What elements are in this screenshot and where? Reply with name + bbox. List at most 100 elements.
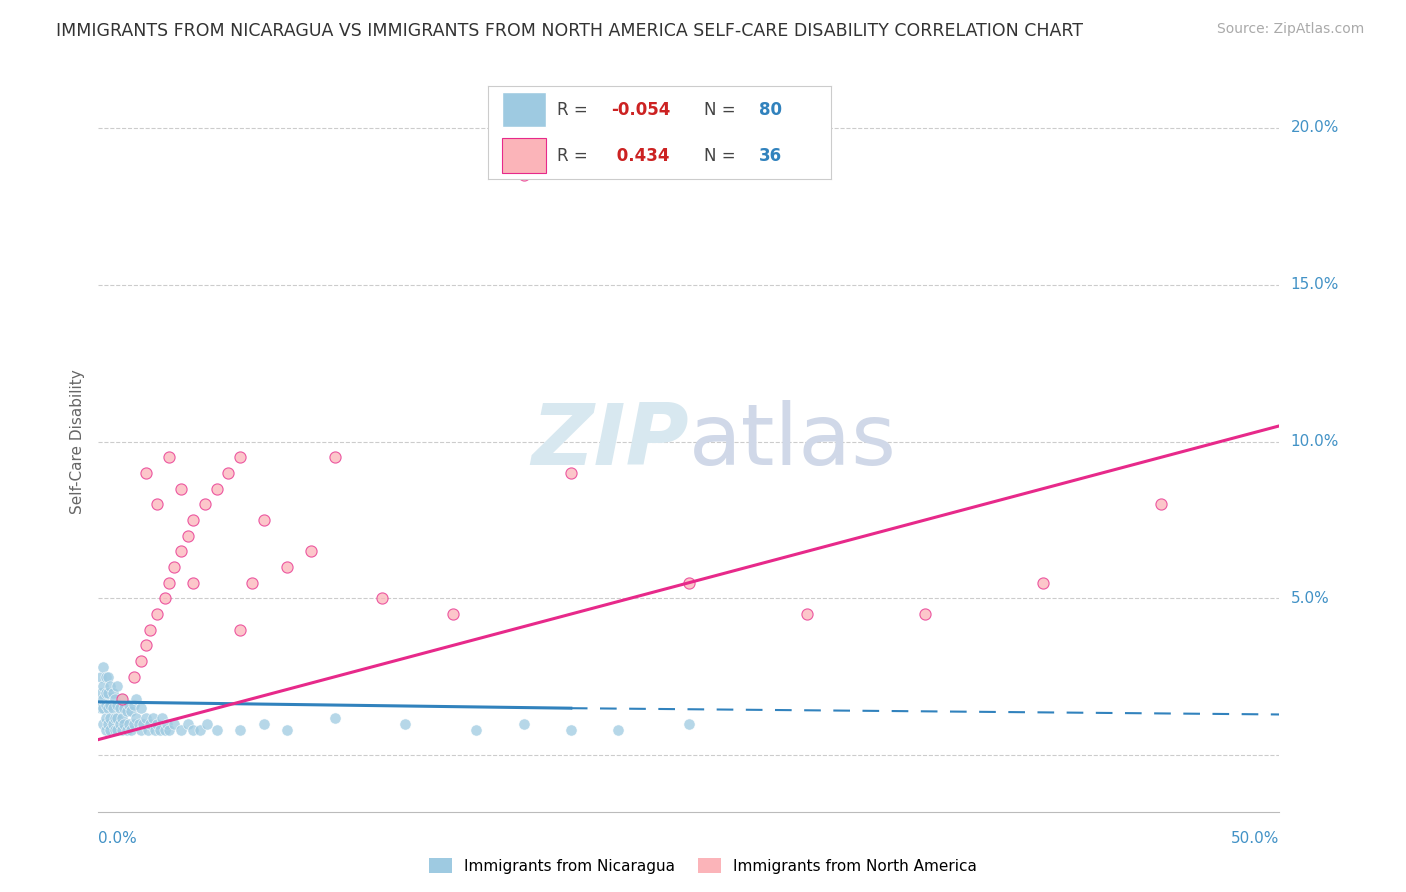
- Point: [156, 717, 179, 731]
- Point: [1032, 575, 1054, 590]
- Point: [104, 691, 127, 706]
- Point: [101, 701, 124, 715]
- Point: [153, 723, 176, 738]
- Point: [111, 710, 134, 724]
- Point: [170, 723, 193, 738]
- Point: [91, 717, 114, 731]
- Point: [121, 704, 143, 718]
- Point: [146, 607, 169, 621]
- Point: [91, 691, 114, 706]
- Point: [132, 717, 155, 731]
- Point: [98, 723, 121, 738]
- Point: [253, 513, 276, 527]
- Point: [108, 717, 131, 731]
- Point: [678, 575, 700, 590]
- Point: [98, 698, 121, 712]
- Point: [276, 560, 298, 574]
- Point: [394, 717, 416, 731]
- Point: [94, 685, 117, 699]
- Point: [188, 723, 211, 738]
- Point: [229, 623, 252, 637]
- Point: [299, 544, 322, 558]
- Point: [101, 717, 124, 731]
- Point: [104, 710, 127, 724]
- Point: [91, 701, 114, 715]
- Point: [181, 723, 204, 738]
- Point: [170, 482, 193, 496]
- Point: [105, 723, 128, 738]
- Legend: Immigrants from Nicaragua, Immigrants from North America: Immigrants from Nicaragua, Immigrants fr…: [423, 852, 983, 880]
- Point: [91, 679, 114, 693]
- Point: [512, 717, 534, 731]
- Point: [157, 575, 180, 590]
- Point: [560, 466, 582, 480]
- Point: [118, 698, 141, 712]
- Point: [90, 670, 112, 684]
- Point: [94, 670, 117, 684]
- Text: 5.0%: 5.0%: [1291, 591, 1329, 606]
- Point: [240, 575, 263, 590]
- Point: [90, 701, 112, 715]
- Text: 15.0%: 15.0%: [1291, 277, 1339, 293]
- Text: Source: ZipAtlas.com: Source: ZipAtlas.com: [1216, 22, 1364, 37]
- Point: [98, 679, 121, 693]
- Point: [136, 723, 159, 738]
- Point: [177, 717, 200, 731]
- Point: [97, 685, 120, 699]
- Point: [97, 670, 120, 684]
- Point: [129, 723, 152, 738]
- Point: [323, 710, 346, 724]
- Point: [195, 717, 218, 731]
- Point: [101, 685, 124, 699]
- Text: 0.0%: 0.0%: [98, 830, 138, 846]
- Point: [135, 466, 157, 480]
- Point: [149, 723, 172, 738]
- Point: [181, 575, 204, 590]
- Point: [129, 701, 152, 715]
- Point: [163, 560, 186, 574]
- Point: [125, 710, 148, 724]
- Point: [194, 497, 217, 511]
- Point: [560, 723, 582, 738]
- Point: [112, 717, 135, 731]
- Point: [1150, 497, 1173, 511]
- Point: [118, 717, 141, 731]
- Point: [229, 450, 252, 465]
- Point: [205, 482, 228, 496]
- Point: [125, 691, 148, 706]
- Point: [323, 450, 346, 465]
- Point: [128, 717, 150, 731]
- Point: [146, 717, 169, 731]
- Point: [122, 717, 145, 731]
- Point: [229, 723, 252, 738]
- Point: [105, 698, 128, 712]
- Point: [678, 717, 700, 731]
- Text: 20.0%: 20.0%: [1291, 120, 1339, 136]
- Point: [139, 623, 162, 637]
- Point: [94, 698, 117, 712]
- Point: [122, 698, 145, 712]
- Point: [115, 704, 138, 718]
- Point: [97, 701, 120, 715]
- Point: [94, 710, 117, 724]
- Point: [105, 679, 128, 693]
- Point: [108, 701, 131, 715]
- Point: [122, 670, 145, 684]
- Point: [135, 710, 157, 724]
- Point: [150, 710, 173, 724]
- Point: [177, 529, 200, 543]
- Point: [153, 591, 176, 606]
- Point: [217, 466, 239, 480]
- Point: [111, 723, 134, 738]
- Point: [441, 607, 464, 621]
- Point: [91, 660, 114, 674]
- Point: [121, 723, 143, 738]
- Point: [135, 639, 157, 653]
- Point: [371, 591, 394, 606]
- Point: [104, 723, 127, 738]
- Point: [157, 723, 180, 738]
- Point: [129, 654, 152, 668]
- Point: [465, 723, 488, 738]
- Point: [157, 450, 180, 465]
- Point: [112, 701, 135, 715]
